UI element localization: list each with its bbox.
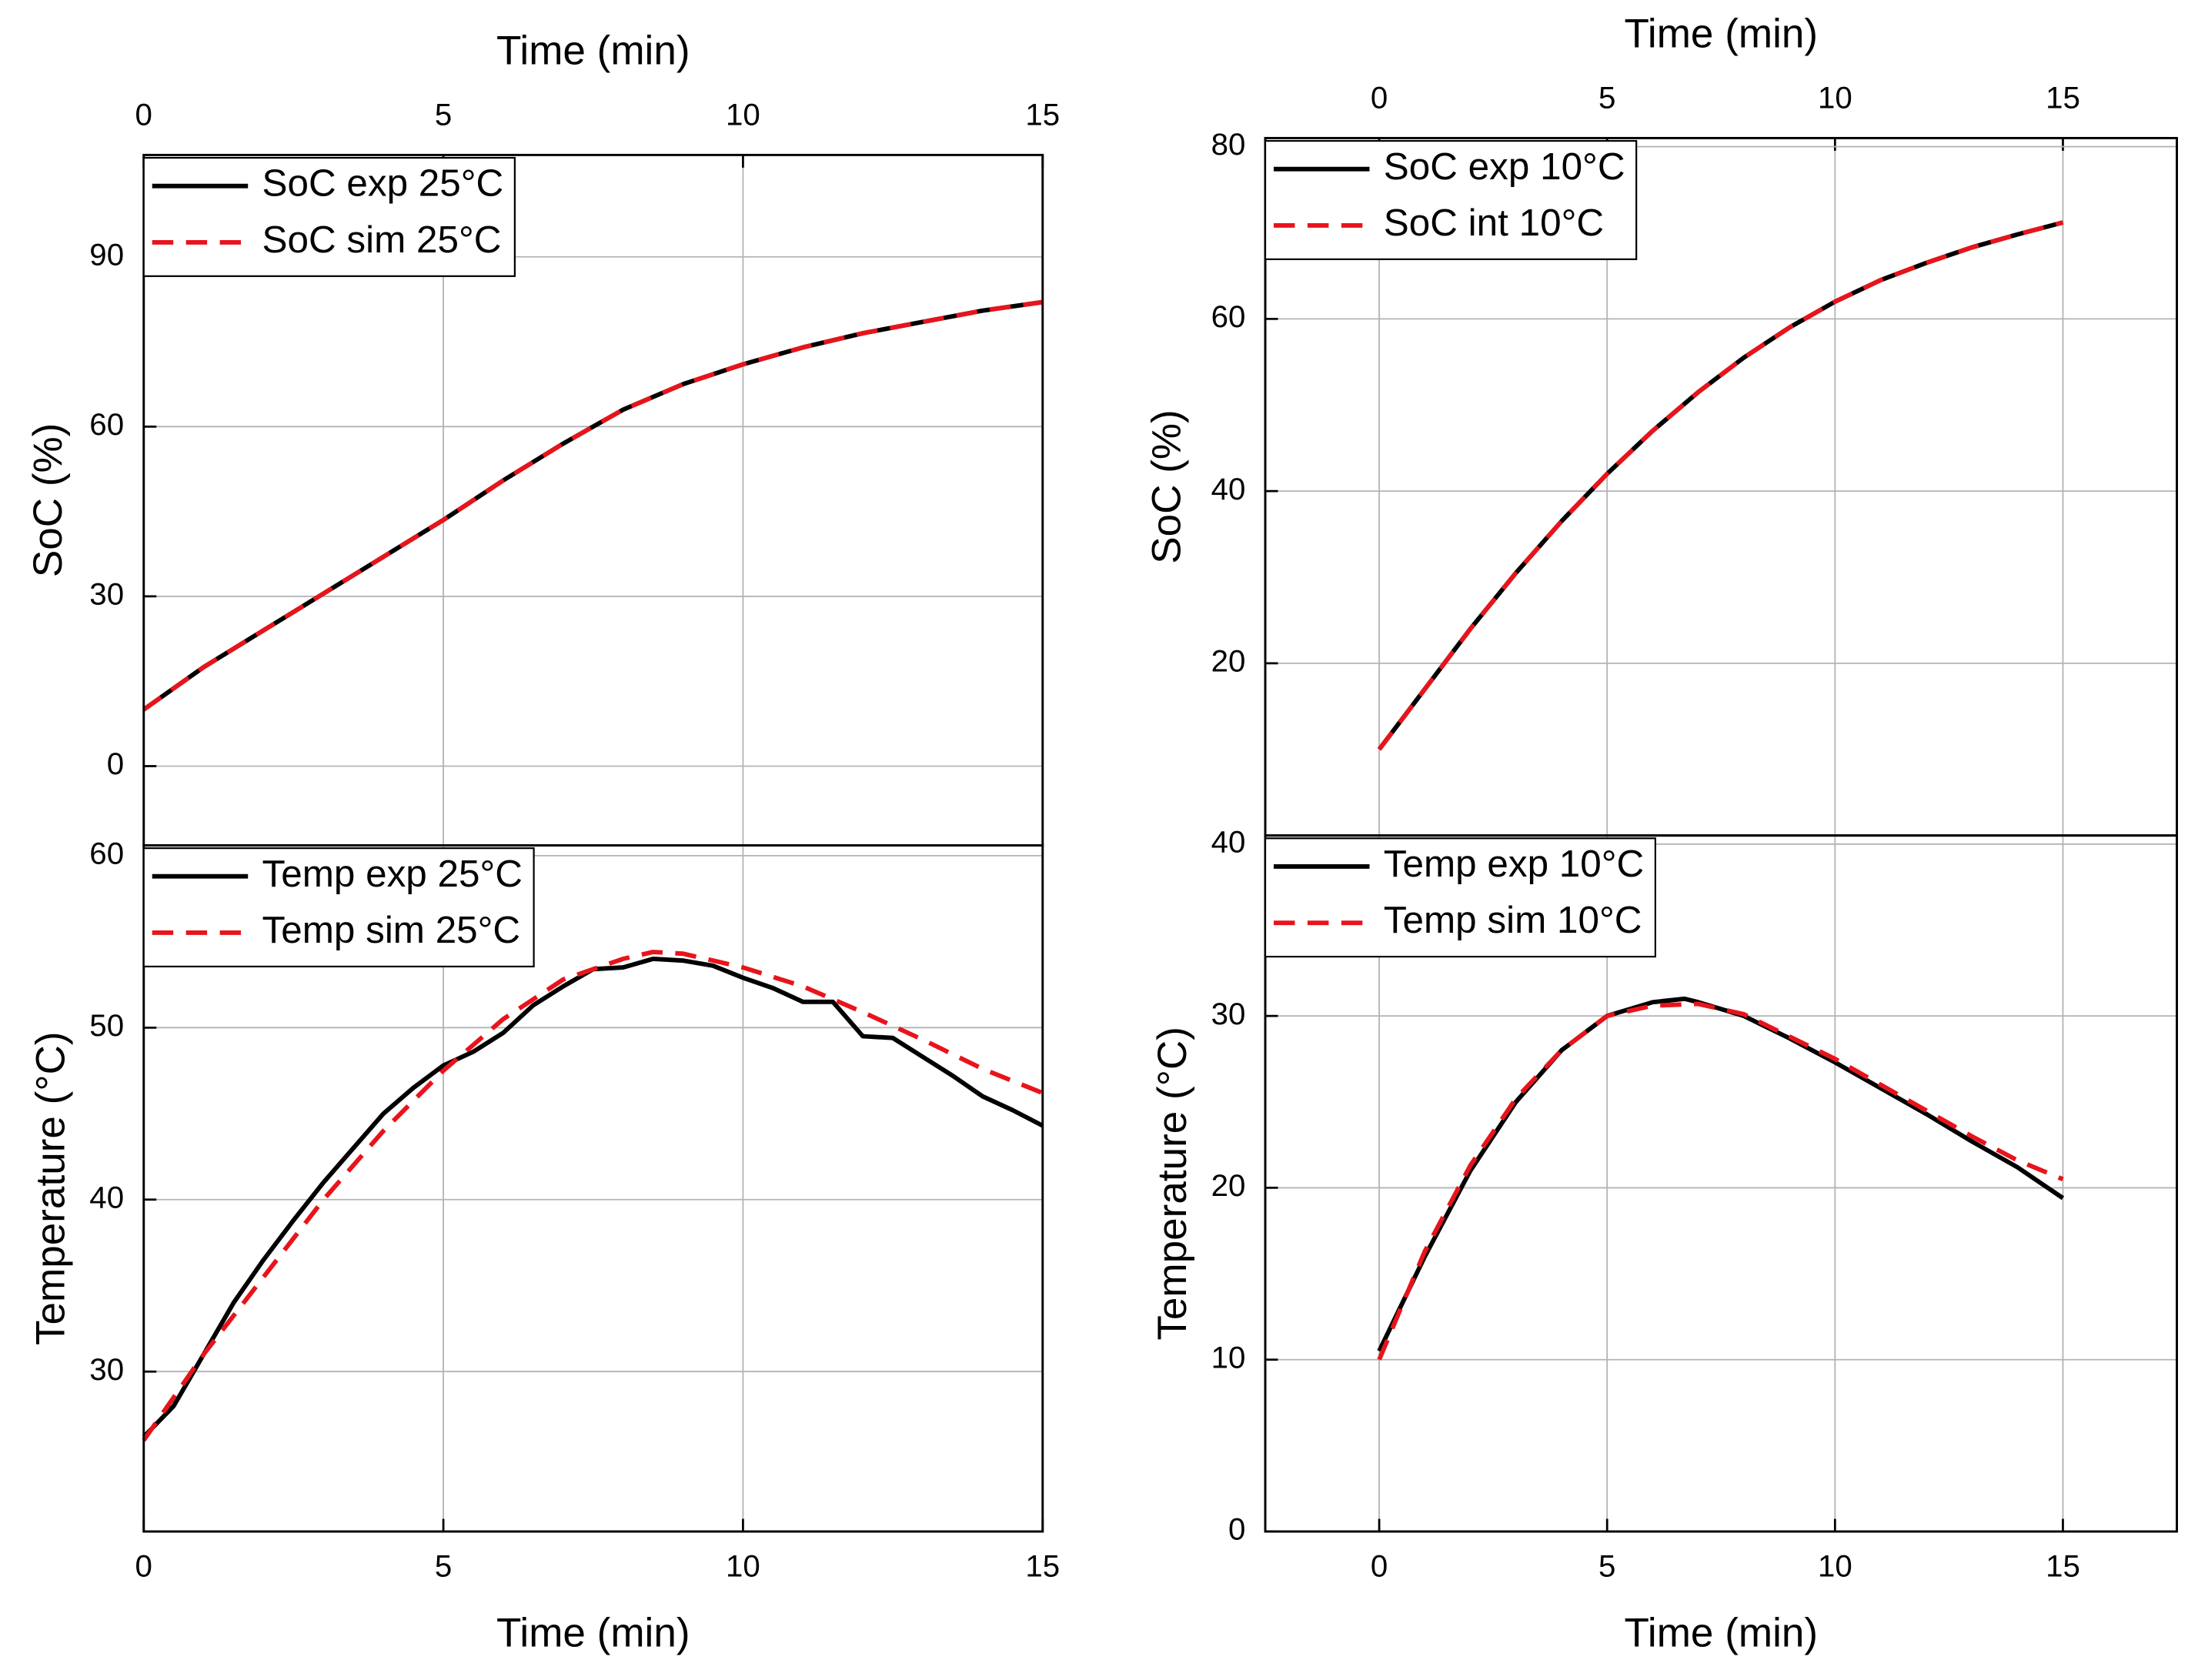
x-tick-label: 5 xyxy=(435,1548,452,1583)
legend-label: Temp sim 10°C xyxy=(1384,899,1642,941)
plot-frame xyxy=(1264,834,2178,1533)
x-tick-label: 15 xyxy=(1025,1548,1060,1583)
series-line xyxy=(1377,220,2064,751)
x-tick-label: 0 xyxy=(135,1548,152,1583)
y-tick-label: 40 xyxy=(1211,472,1246,506)
x-tick-label: 5 xyxy=(435,98,452,132)
legend-label: Temp exp 25°C xyxy=(262,853,523,895)
legend-box xyxy=(1264,837,1656,958)
x-tick-label: 10 xyxy=(726,1548,760,1583)
legend-box xyxy=(1264,139,1638,260)
y-axis-title: SoC (%) xyxy=(1144,409,1190,564)
x-tick-label: 15 xyxy=(2046,1548,2080,1583)
legend: Temp exp 25°C Temp sim 25°C xyxy=(142,847,535,968)
y-tick-label: 10 xyxy=(1211,1340,1246,1374)
legend-label: SoC int 10°C xyxy=(1384,202,1604,244)
legend: SoC exp 25°C SoC sim 25°C xyxy=(142,156,516,277)
y-tick-label: 60 xyxy=(1211,299,1246,334)
y-axis-title: Temperature (°C) xyxy=(28,1031,74,1345)
y-tick-label: 30 xyxy=(89,1352,124,1387)
series-line xyxy=(142,299,1044,712)
x-tick-label: 15 xyxy=(1025,98,1060,132)
x-tick-label: 10 xyxy=(1818,81,1852,115)
x-tick-label: 0 xyxy=(1371,81,1388,115)
legend-label: SoC sim 25°C xyxy=(262,219,502,261)
legend-label: SoC exp 25°C xyxy=(262,162,504,205)
legend-box xyxy=(142,847,535,968)
y-tick-label: 60 xyxy=(89,407,124,442)
series-line xyxy=(1377,220,2064,751)
y-tick-label: 20 xyxy=(1211,644,1246,679)
x-axis-title: Time (min) xyxy=(1624,12,1818,57)
y-tick-label: 90 xyxy=(89,237,124,272)
legend-label: Temp sim 25°C xyxy=(262,909,521,951)
y-tick-label: 30 xyxy=(1211,997,1246,1031)
y-tick-label: 40 xyxy=(1211,824,1246,859)
y-tick-label: 0 xyxy=(107,746,124,781)
x-tick-label: 5 xyxy=(1598,81,1615,115)
x-tick-label: 0 xyxy=(135,98,152,132)
series-line xyxy=(142,950,1044,1442)
x-axis-title: Time (min) xyxy=(1624,1611,1818,1656)
y-tick-label: 20 xyxy=(1211,1168,1246,1203)
x-tick-label: 15 xyxy=(2046,81,2080,115)
y-tick-label: 80 xyxy=(1211,127,1246,162)
x-axis-title: Time (min) xyxy=(496,1611,690,1656)
y-tick-label: 40 xyxy=(89,1180,124,1214)
y-axis-title: Temperature (°C) xyxy=(1150,1027,1195,1341)
series-line xyxy=(142,299,1044,712)
x-tick-label: 5 xyxy=(1598,1548,1615,1583)
legend-label: Temp exp 10°C xyxy=(1384,843,1644,885)
legend-label: SoC exp 10°C xyxy=(1384,145,1625,188)
series-line xyxy=(1377,1001,2064,1361)
y-tick-label: 30 xyxy=(89,577,124,612)
y-tick-label: 50 xyxy=(89,1008,124,1043)
legend-box xyxy=(142,156,516,277)
x-tick-label: 10 xyxy=(1818,1548,1852,1583)
x-tick-label: 0 xyxy=(1371,1548,1388,1583)
x-tick-label: 10 xyxy=(726,98,760,132)
x-axis-title: Time (min) xyxy=(496,28,690,74)
legend: SoC exp 10°C SoC int 10°C xyxy=(1264,139,1638,260)
legend: Temp exp 10°C Temp sim 10°C xyxy=(1264,837,1656,958)
plot-frame xyxy=(142,843,1044,1533)
y-tick-label: 0 xyxy=(1228,1512,1245,1547)
y-tick-label: 60 xyxy=(89,837,124,871)
series-line xyxy=(1377,996,2065,1352)
y-axis-title: SoC (%) xyxy=(25,423,71,578)
